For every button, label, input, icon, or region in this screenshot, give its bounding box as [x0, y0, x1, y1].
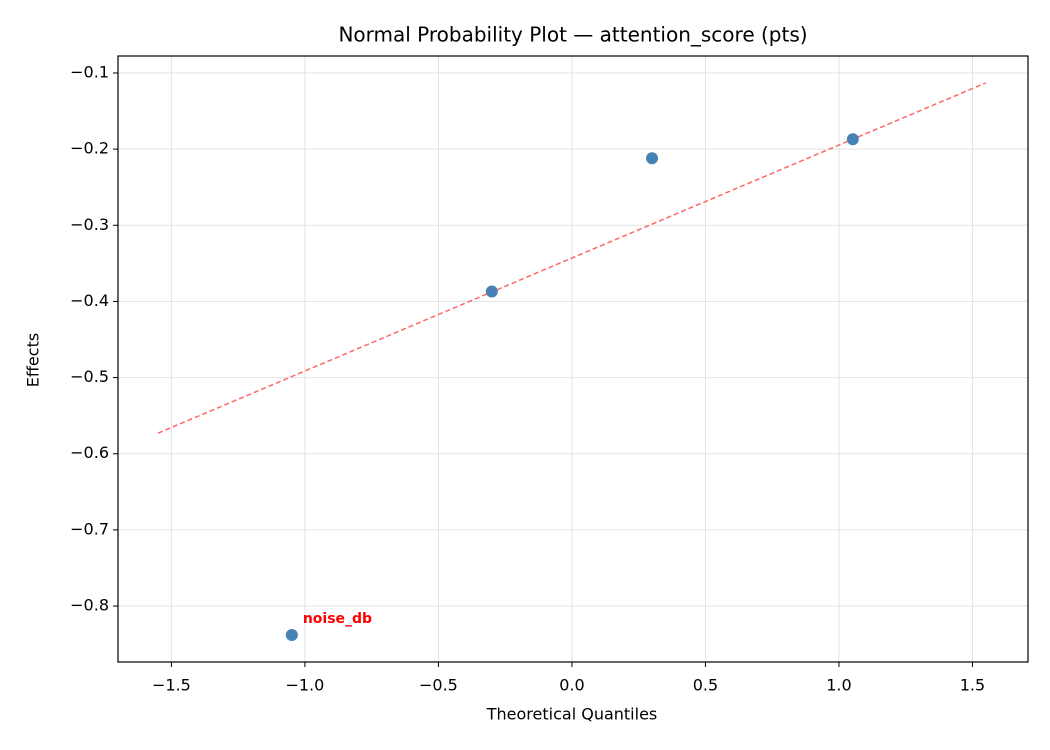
x-tick-label: 0.5	[693, 676, 718, 695]
x-tick-label: 1.5	[960, 676, 985, 695]
y-tick-label: −0.3	[70, 215, 109, 234]
reference-line	[157, 82, 987, 434]
y-tick-label: −0.5	[70, 367, 109, 386]
y-tick-label: −0.7	[70, 519, 109, 538]
chart-title: Normal Probability Plot — attention_scor…	[338, 23, 807, 47]
x-tick-label: 0.0	[559, 676, 584, 695]
x-tick-label: −0.5	[419, 676, 458, 695]
point	[846, 133, 859, 146]
plot-frame	[117, 55, 1029, 663]
x-tick-label: 1.0	[826, 676, 851, 695]
y-axis-label: Effects	[24, 333, 43, 387]
x-tick-label: −1.5	[152, 676, 191, 695]
y-tick-label: −0.6	[70, 443, 109, 462]
y-tick-label: −0.2	[70, 139, 109, 158]
point	[646, 152, 659, 165]
y-tick-label: −0.4	[70, 291, 109, 310]
x-axis-label: Theoretical Quantiles	[486, 705, 658, 724]
y-tick-label: −0.8	[70, 596, 109, 615]
point	[285, 628, 298, 641]
y-tick-label: −0.1	[70, 62, 109, 81]
x-tick-label: −1.0	[285, 676, 324, 695]
point	[485, 285, 498, 298]
point-label: noise_db	[303, 611, 372, 627]
